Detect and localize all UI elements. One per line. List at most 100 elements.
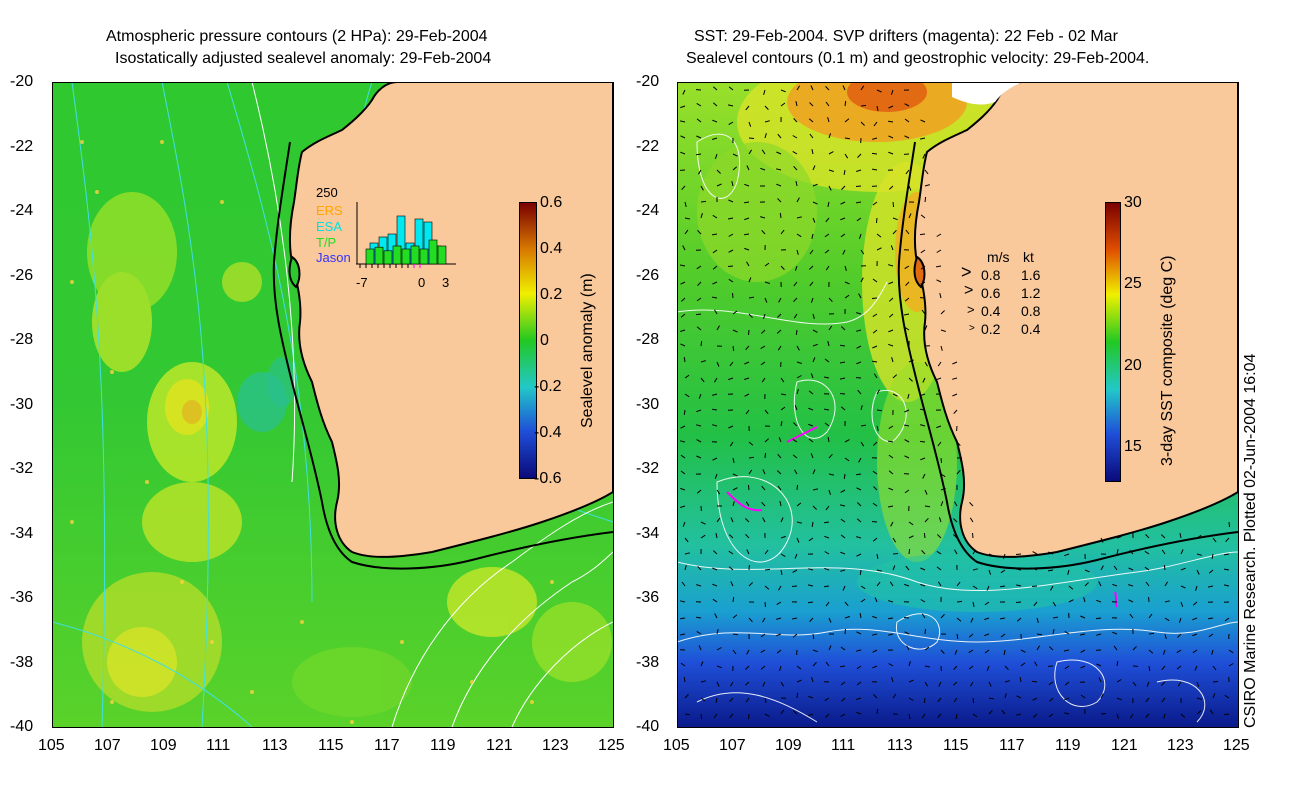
velocity-arrow [906, 645, 910, 651]
velocity-arrow [937, 534, 942, 539]
velocity-arrow [828, 617, 832, 623]
velocity-arrow [876, 233, 882, 238]
velocity-arrow [810, 373, 814, 379]
velocity-arrow [1148, 632, 1155, 635]
velocity-arrow [824, 233, 830, 238]
velocity-arrow [680, 425, 686, 429]
velocity-arrow [920, 265, 926, 270]
velocity-arrow [827, 117, 830, 123]
velocity-arrow [808, 537, 814, 542]
velocity-arrow [732, 292, 734, 299]
velocity-arrow [856, 169, 862, 172]
velocity-arrow [779, 665, 782, 671]
velocity-arrow [972, 532, 974, 539]
velocity-arrow [937, 581, 942, 587]
velocity-arrow [840, 681, 846, 686]
right-cbar-tick-0: 30 [1124, 194, 1142, 211]
velocity-arrow [892, 565, 896, 571]
velocity-arrow [1064, 681, 1070, 686]
velocity-arrow [952, 361, 958, 365]
velocity-arrow [955, 713, 958, 719]
inset-histogram [356, 202, 456, 268]
velocity-arrow [696, 102, 702, 107]
velocity-arrow [855, 185, 862, 187]
velocity-arrow [1145, 697, 1150, 703]
velocity-arrow [680, 505, 686, 508]
velocity-arrow [1050, 585, 1054, 591]
velocity-arrow-icon: > [961, 262, 972, 282]
velocity-arrow [1064, 697, 1070, 701]
velocity-arrow [924, 489, 928, 495]
velocity-arrow [776, 633, 782, 637]
velocity-arrow [812, 662, 817, 667]
velocity-arrow [1032, 551, 1038, 555]
velocity-arrow [1164, 600, 1170, 603]
velocity-arrow [1052, 601, 1057, 607]
velocity-arrow [1192, 633, 1198, 637]
velocity-arrow [952, 377, 958, 380]
velocity-arrow [760, 216, 766, 219]
velocity-arrow [793, 313, 798, 319]
velocity-arrow [891, 357, 894, 363]
velocity-arrow [732, 473, 738, 477]
velocity-arrow [824, 551, 830, 555]
velocity-arrow [809, 102, 814, 107]
velocity-arrow [792, 454, 798, 459]
velocity-arrow [968, 649, 974, 654]
velocity-arrow [780, 102, 786, 107]
velocity-arrow [712, 424, 718, 427]
velocity-arrow [1128, 599, 1134, 603]
velocity-arrow [857, 153, 862, 158]
velocity-arrow [712, 457, 718, 461]
velocity-arrow [890, 245, 894, 251]
velocity-arrow [841, 185, 846, 190]
velocity-arrow [776, 649, 782, 654]
velocity-arrow [779, 212, 782, 219]
velocity-arrow [856, 329, 862, 332]
velocity-arrow [748, 582, 753, 587]
velocity-arrow [761, 329, 766, 334]
velocity-arrow [1180, 567, 1186, 571]
velocity-arrow [1194, 665, 1198, 671]
velocity-arrow [1176, 649, 1182, 654]
velocity-arrow [776, 617, 782, 620]
velocity-arrow [890, 521, 894, 527]
velocity-arrow [860, 104, 867, 107]
velocity-arrow [856, 649, 862, 652]
velocity-arrow [712, 233, 718, 236]
velocity-arrow [776, 601, 782, 606]
velocity-arrow [1000, 633, 1006, 638]
velocity-arrow [1032, 697, 1038, 701]
velocity-arrow [859, 569, 862, 576]
velocity-arrow [716, 169, 721, 174]
velocity-arrow [716, 647, 722, 651]
velocity-arrow [780, 406, 786, 411]
velocity-arrow [796, 361, 802, 364]
velocity-arrow [794, 553, 798, 559]
velocity-arrow [940, 649, 945, 654]
shark-bay [913, 255, 926, 289]
velocity-arrow [732, 310, 738, 315]
velocity-arrow [920, 457, 926, 461]
right-lat-tick: -38 [636, 654, 660, 671]
velocity-arrow [856, 312, 862, 315]
velocity-arrow [860, 121, 865, 126]
velocity-arrow [860, 277, 864, 283]
velocity-arrow [728, 121, 734, 126]
velocity-arrow [952, 393, 958, 397]
velocity-arrow [780, 517, 784, 523]
velocity-arrow [764, 281, 770, 284]
velocity-arrow [872, 313, 878, 318]
velocity-arrow [842, 585, 846, 591]
right-cbar-tick-3: 15 [1124, 438, 1142, 455]
velocity-arrow [680, 264, 686, 267]
velocity-arrow [920, 599, 926, 603]
velocity-arrow [793, 118, 798, 123]
velocity-arrow [888, 135, 894, 139]
velocity-arrow [761, 485, 766, 491]
velocity-arrow [1004, 680, 1010, 683]
velocity-arrow [824, 408, 830, 411]
sealevel-anomaly-patches [82, 192, 612, 717]
velocity-arrow [762, 681, 766, 687]
left-map: 250 ERS ESA T/P Jason -7 0 3 0.6 0.4 0.2… [52, 82, 613, 727]
